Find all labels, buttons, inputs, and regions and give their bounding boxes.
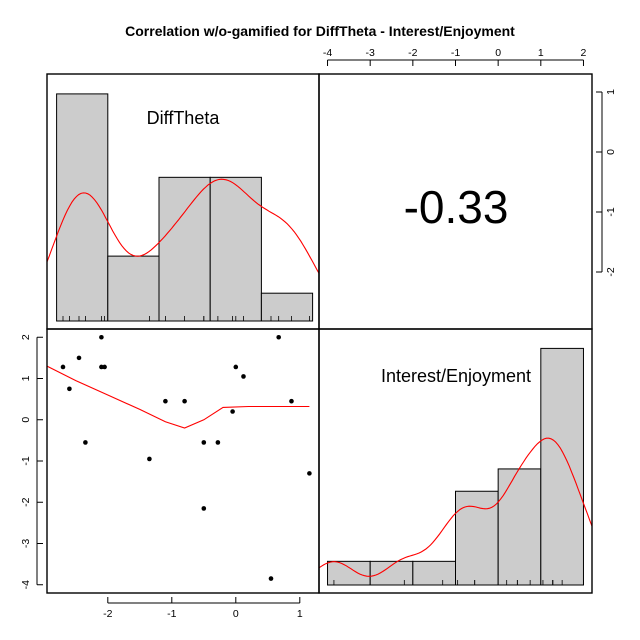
difftheta-bar-3 — [209, 176, 262, 322]
scatter-point-19 — [307, 471, 312, 476]
left-axis-label-5: -3 — [20, 539, 32, 548]
right-axis-label-3: -2 — [605, 267, 617, 276]
bottom-axis-label-0: -2 — [103, 608, 112, 620]
left-axis-label-3: -1 — [20, 456, 32, 465]
right-axis-label-2: -1 — [605, 207, 617, 216]
top-axis-label-4: 0 — [495, 47, 501, 59]
scatter-point-1 — [67, 386, 72, 392]
scatter-point-14 — [233, 364, 239, 370]
frame-bottom-right — [318, 328, 593, 594]
scatter-point-10 — [201, 440, 207, 445]
left-axis-label-6: -4 — [20, 580, 32, 589]
top-axis-label-0: -4 — [323, 47, 332, 59]
right-axis-label-1: 0 — [605, 149, 617, 155]
difftheta-bar-2 — [158, 176, 211, 322]
scatter-point-18 — [289, 398, 294, 404]
interest-bar-2 — [412, 560, 456, 586]
correlation-value: -0.33 — [404, 181, 509, 233]
left-axis-label-1: 1 — [20, 375, 32, 381]
scatter-point-0 — [60, 364, 66, 370]
bottom-axis-label-1: -1 — [167, 608, 176, 620]
interest-bar-3 — [455, 490, 499, 586]
scatter-point-5 — [99, 364, 104, 370]
left-axis-label-0: 2 — [20, 334, 32, 340]
scatter-point-12 — [215, 440, 221, 445]
difftheta-bar-4 — [260, 292, 314, 322]
top-axis-label-6: 2 — [581, 47, 587, 59]
scatter-point-3 — [83, 440, 88, 445]
scatter-point-16 — [268, 576, 274, 581]
panel-scatter — [46, 334, 312, 581]
scatter-point-11 — [201, 506, 207, 511]
scatter-point-8 — [163, 398, 168, 404]
scatter-point-13 — [230, 409, 235, 414]
top-axis-label-3: -1 — [451, 47, 460, 59]
chart-title: Correlation w/o-gamified for DiffTheta -… — [125, 23, 515, 39]
panel-correlation: -0.33 — [404, 181, 509, 233]
top-axis-label-1: -3 — [366, 47, 375, 59]
scatter-point-4 — [99, 334, 104, 340]
right-axis-label-0: 1 — [605, 89, 617, 95]
panel-interest-histogram: Interest/Enjoyment — [318, 347, 593, 586]
panel-difftheta-histogram: DiffTheta — [46, 93, 320, 322]
difftheta-density-curve — [46, 178, 320, 274]
scatter-point-2 — [76, 355, 82, 361]
left-axis-label-2: 0 — [20, 417, 32, 423]
top-axis-label-2: -2 — [408, 47, 417, 59]
scatter-point-15 — [241, 374, 246, 379]
scatter-smooth-curve — [46, 365, 310, 429]
bottom-axis-label-3: 1 — [297, 608, 303, 620]
outer-axes: -4 -3 -2 -1 0 1 2 1 0 -1 -2 2 1 0 -1 -2 -3 -4 -2 -1 0 1 — [20, 47, 617, 620]
difftheta-bar-1 — [107, 255, 160, 322]
bottom-axis-label-2: 0 — [233, 608, 239, 620]
left-axis-label-4: -2 — [20, 497, 32, 506]
top-axis-label-5: 1 — [538, 47, 544, 59]
scatter-point-6 — [102, 364, 107, 370]
difftheta-label: DiffTheta — [147, 108, 221, 128]
interest-label: Interest/Enjoyment — [381, 366, 531, 386]
interest-density-curve — [318, 437, 593, 577]
scatter-point-9 — [182, 398, 187, 404]
scatter-point-7 — [147, 456, 152, 462]
interest-bar-5 — [540, 347, 584, 586]
scatter-point-17 — [276, 334, 281, 340]
interest-bar-4 — [497, 468, 542, 586]
frame-bottom-left — [46, 328, 320, 594]
